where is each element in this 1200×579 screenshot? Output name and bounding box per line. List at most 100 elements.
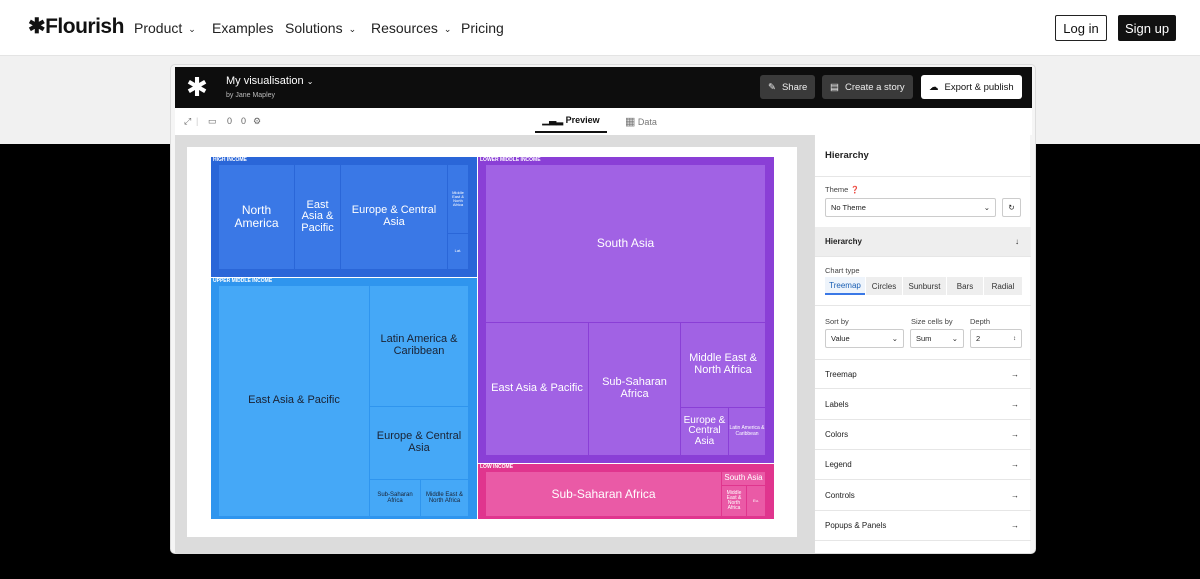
cell-sub-saharan-africa[interactable]: Sub-Saharan Africa [589, 323, 680, 455]
editor-window: ✱ My visualisation ⌄ by Jane Mapley ✎ Sha… [171, 65, 1035, 553]
preview-area: HIGH INCOME North America East Asia & Pa… [175, 135, 814, 553]
mobile-icon[interactable]: 0 [241, 116, 247, 126]
cell-middle-east-north-africa[interactable]: Middle East & North Africa [421, 480, 468, 516]
chart-type-sunburst[interactable]: Sunburst [903, 277, 946, 295]
group-label: LOW INCOME [480, 464, 514, 470]
visualisation-author: by Jane Mapley [226, 92, 276, 99]
flourish-asterisk-icon[interactable]: ✱ [186, 72, 208, 102]
story-icon: ▤ [830, 81, 839, 93]
desktop-icon[interactable]: ▭ [208, 116, 217, 126]
bar-chart-icon: ▁▃▂ [542, 115, 564, 125]
chart-type-treemap[interactable]: Treemap [825, 277, 865, 295]
theme-label: Theme ❓ [825, 185, 860, 194]
section-hierarchy[interactable]: Hierarchy ↓ [815, 227, 1031, 257]
cell-east-asia-pacific[interactable]: East Asia & Pacific [295, 165, 340, 269]
sort-by-select[interactable]: Value ⌄ [825, 329, 904, 348]
arrow-right-icon: → [1011, 400, 1019, 409]
create-story-button[interactable]: ▤ Create a story [822, 75, 913, 99]
group-label: LOWER MIDDLE INCOME [480, 157, 541, 163]
editor-toolbar: ⤢ | ▭ 0 0 ⚙ ▁▃▂ Preview ▦ Data [175, 108, 1032, 135]
settings-icon[interactable]: ⚙ [253, 116, 262, 126]
visualisation-title[interactable]: My visualisation ⌄ [226, 75, 314, 87]
section-labels[interactable]: Labels → [815, 390, 1031, 420]
tab-preview[interactable]: ▁▃▂ Preview [535, 115, 607, 133]
group-lower-middle-income: LOWER MIDDLE INCOME South Asia East Asia… [478, 157, 774, 463]
arrow-right-icon: → [1011, 491, 1019, 500]
cell-europe[interactable]: Eu. [747, 486, 765, 516]
edit-icon: ✎ [768, 81, 776, 93]
login-button[interactable]: Log in [1055, 15, 1107, 41]
theme-select[interactable]: No Theme ⌄ [825, 198, 996, 217]
chevron-down-icon: ⌄ [306, 77, 314, 86]
cloud-upload-icon: ☁ [929, 81, 939, 93]
cell-europe-central-asia[interactable]: Europe & Central Asia [681, 408, 728, 455]
settings-panel: Hierarchy Theme ❓ No Theme ⌄ ↻ Hierarchy ↓… [814, 135, 1031, 553]
treemap-chart[interactable]: HIGH INCOME North America East Asia & Pa… [187, 147, 797, 537]
cell-europe-central-asia[interactable]: Europe & Central Asia [341, 165, 447, 269]
group-high-income: HIGH INCOME North America East Asia & Pa… [211, 157, 477, 277]
arrow-right-icon: → [1011, 460, 1019, 469]
cell-east-asia-pacific[interactable]: East Asia & Pacific [219, 286, 369, 516]
chevron-down-icon: ⌄ [443, 24, 452, 34]
group-upper-middle-income: UPPER MIDDLE INCOME East Asia & Pacific … [211, 278, 477, 519]
cell-middle-east-north-africa[interactable]: Middle East & North Africa [681, 323, 765, 407]
nav-resources[interactable]: Resources ⌄ [371, 20, 452, 36]
chart-type-circles[interactable]: Circles [866, 277, 902, 295]
help-icon[interactable]: ❓ [850, 187, 860, 194]
arrow-right-icon: → [1011, 430, 1019, 439]
nav-product[interactable]: Product ⌄ [134, 20, 196, 36]
cell-middle-east[interactable]: Middle East & North Africa [448, 165, 468, 233]
signup-button[interactable]: Sign up [1118, 15, 1176, 41]
size-cells-label: Size cells by [911, 317, 953, 326]
group-label: HIGH INCOME [213, 157, 247, 163]
chart-type-label: Chart type [825, 266, 860, 275]
share-button[interactable]: ✎ Share [760, 75, 816, 99]
stepper-icon: ↕ [1013, 335, 1016, 342]
tab-data[interactable]: ▦ Data [625, 116, 657, 128]
section-controls[interactable]: Controls → [815, 481, 1031, 511]
refresh-theme-button[interactable]: ↻ [1002, 198, 1021, 217]
nav-solutions[interactable]: Solutions ⌄ [285, 20, 357, 36]
cell-sub-saharan-africa[interactable]: Sub-Saharan Africa [486, 472, 721, 516]
chevron-down-icon: ⌄ [983, 203, 990, 212]
export-publish-button[interactable]: ☁ Export & publish [921, 75, 1022, 99]
chart-type-bars[interactable]: Bars [947, 277, 983, 295]
section-popups-panels[interactable]: Popups & Panels → [815, 511, 1031, 541]
depth-label: Depth [970, 317, 991, 326]
cell-europe-central-asia[interactable]: Europe & Central Asia [370, 407, 468, 479]
cell-south-asia[interactable]: South Asia [722, 472, 765, 485]
fullscreen-icon[interactable]: ⤢ [184, 116, 192, 126]
section-colors[interactable]: Colors → [815, 420, 1031, 450]
size-cells-select[interactable]: Sum ⌄ [910, 329, 964, 348]
arrow-down-icon: ↓ [1015, 237, 1019, 246]
tablet-icon[interactable]: 0 [227, 116, 233, 126]
nav-examples[interactable]: Examples [212, 20, 274, 36]
group-low-income: LOW INCOME Sub-Saharan Africa South Asia… [478, 464, 774, 519]
group-label: UPPER MIDDLE INCOME [213, 278, 273, 284]
depth-stepper[interactable]: 2 ↕ [970, 329, 1022, 348]
cell-middle-east-north-africa[interactable]: Middle East & North Africa [722, 486, 746, 516]
nav-pricing[interactable]: Pricing [461, 20, 504, 36]
flourish-logo[interactable]: ✱Flourish [28, 15, 124, 38]
editor-header: ✱ My visualisation ⌄ by Jane Mapley ✎ Sha… [175, 67, 1032, 108]
section-legend[interactable]: Legend → [815, 450, 1031, 480]
sort-by-label: Sort by [825, 317, 849, 326]
cell-latin-america[interactable]: Lat. [448, 234, 468, 269]
cell-north-america[interactable]: North America [219, 165, 294, 269]
panel-heading: Hierarchy [815, 135, 1031, 177]
cell-sub-saharan-africa[interactable]: Sub-Saharan Africa [370, 480, 420, 516]
arrow-right-icon: → [1011, 369, 1019, 379]
chevron-down-icon: ⌄ [188, 24, 196, 34]
table-icon: ▦ [625, 116, 636, 128]
arrow-right-icon: → [1011, 521, 1019, 530]
chevron-down-icon: ⌄ [891, 334, 898, 343]
divider: | [196, 116, 199, 126]
cell-east-asia-pacific[interactable]: East Asia & Pacific [486, 323, 588, 455]
chevron-down-icon: ⌄ [348, 24, 357, 34]
divider [815, 305, 1031, 306]
cell-south-asia[interactable]: South Asia [486, 165, 765, 322]
chart-type-radial[interactable]: Radial [984, 277, 1022, 295]
cell-latin-america-caribbean[interactable]: Latin America & Caribbean [370, 286, 468, 406]
section-treemap[interactable]: Treemap → [815, 359, 1031, 389]
cell-latin-america-caribbean[interactable]: Latin America & Caribbean [729, 408, 765, 455]
